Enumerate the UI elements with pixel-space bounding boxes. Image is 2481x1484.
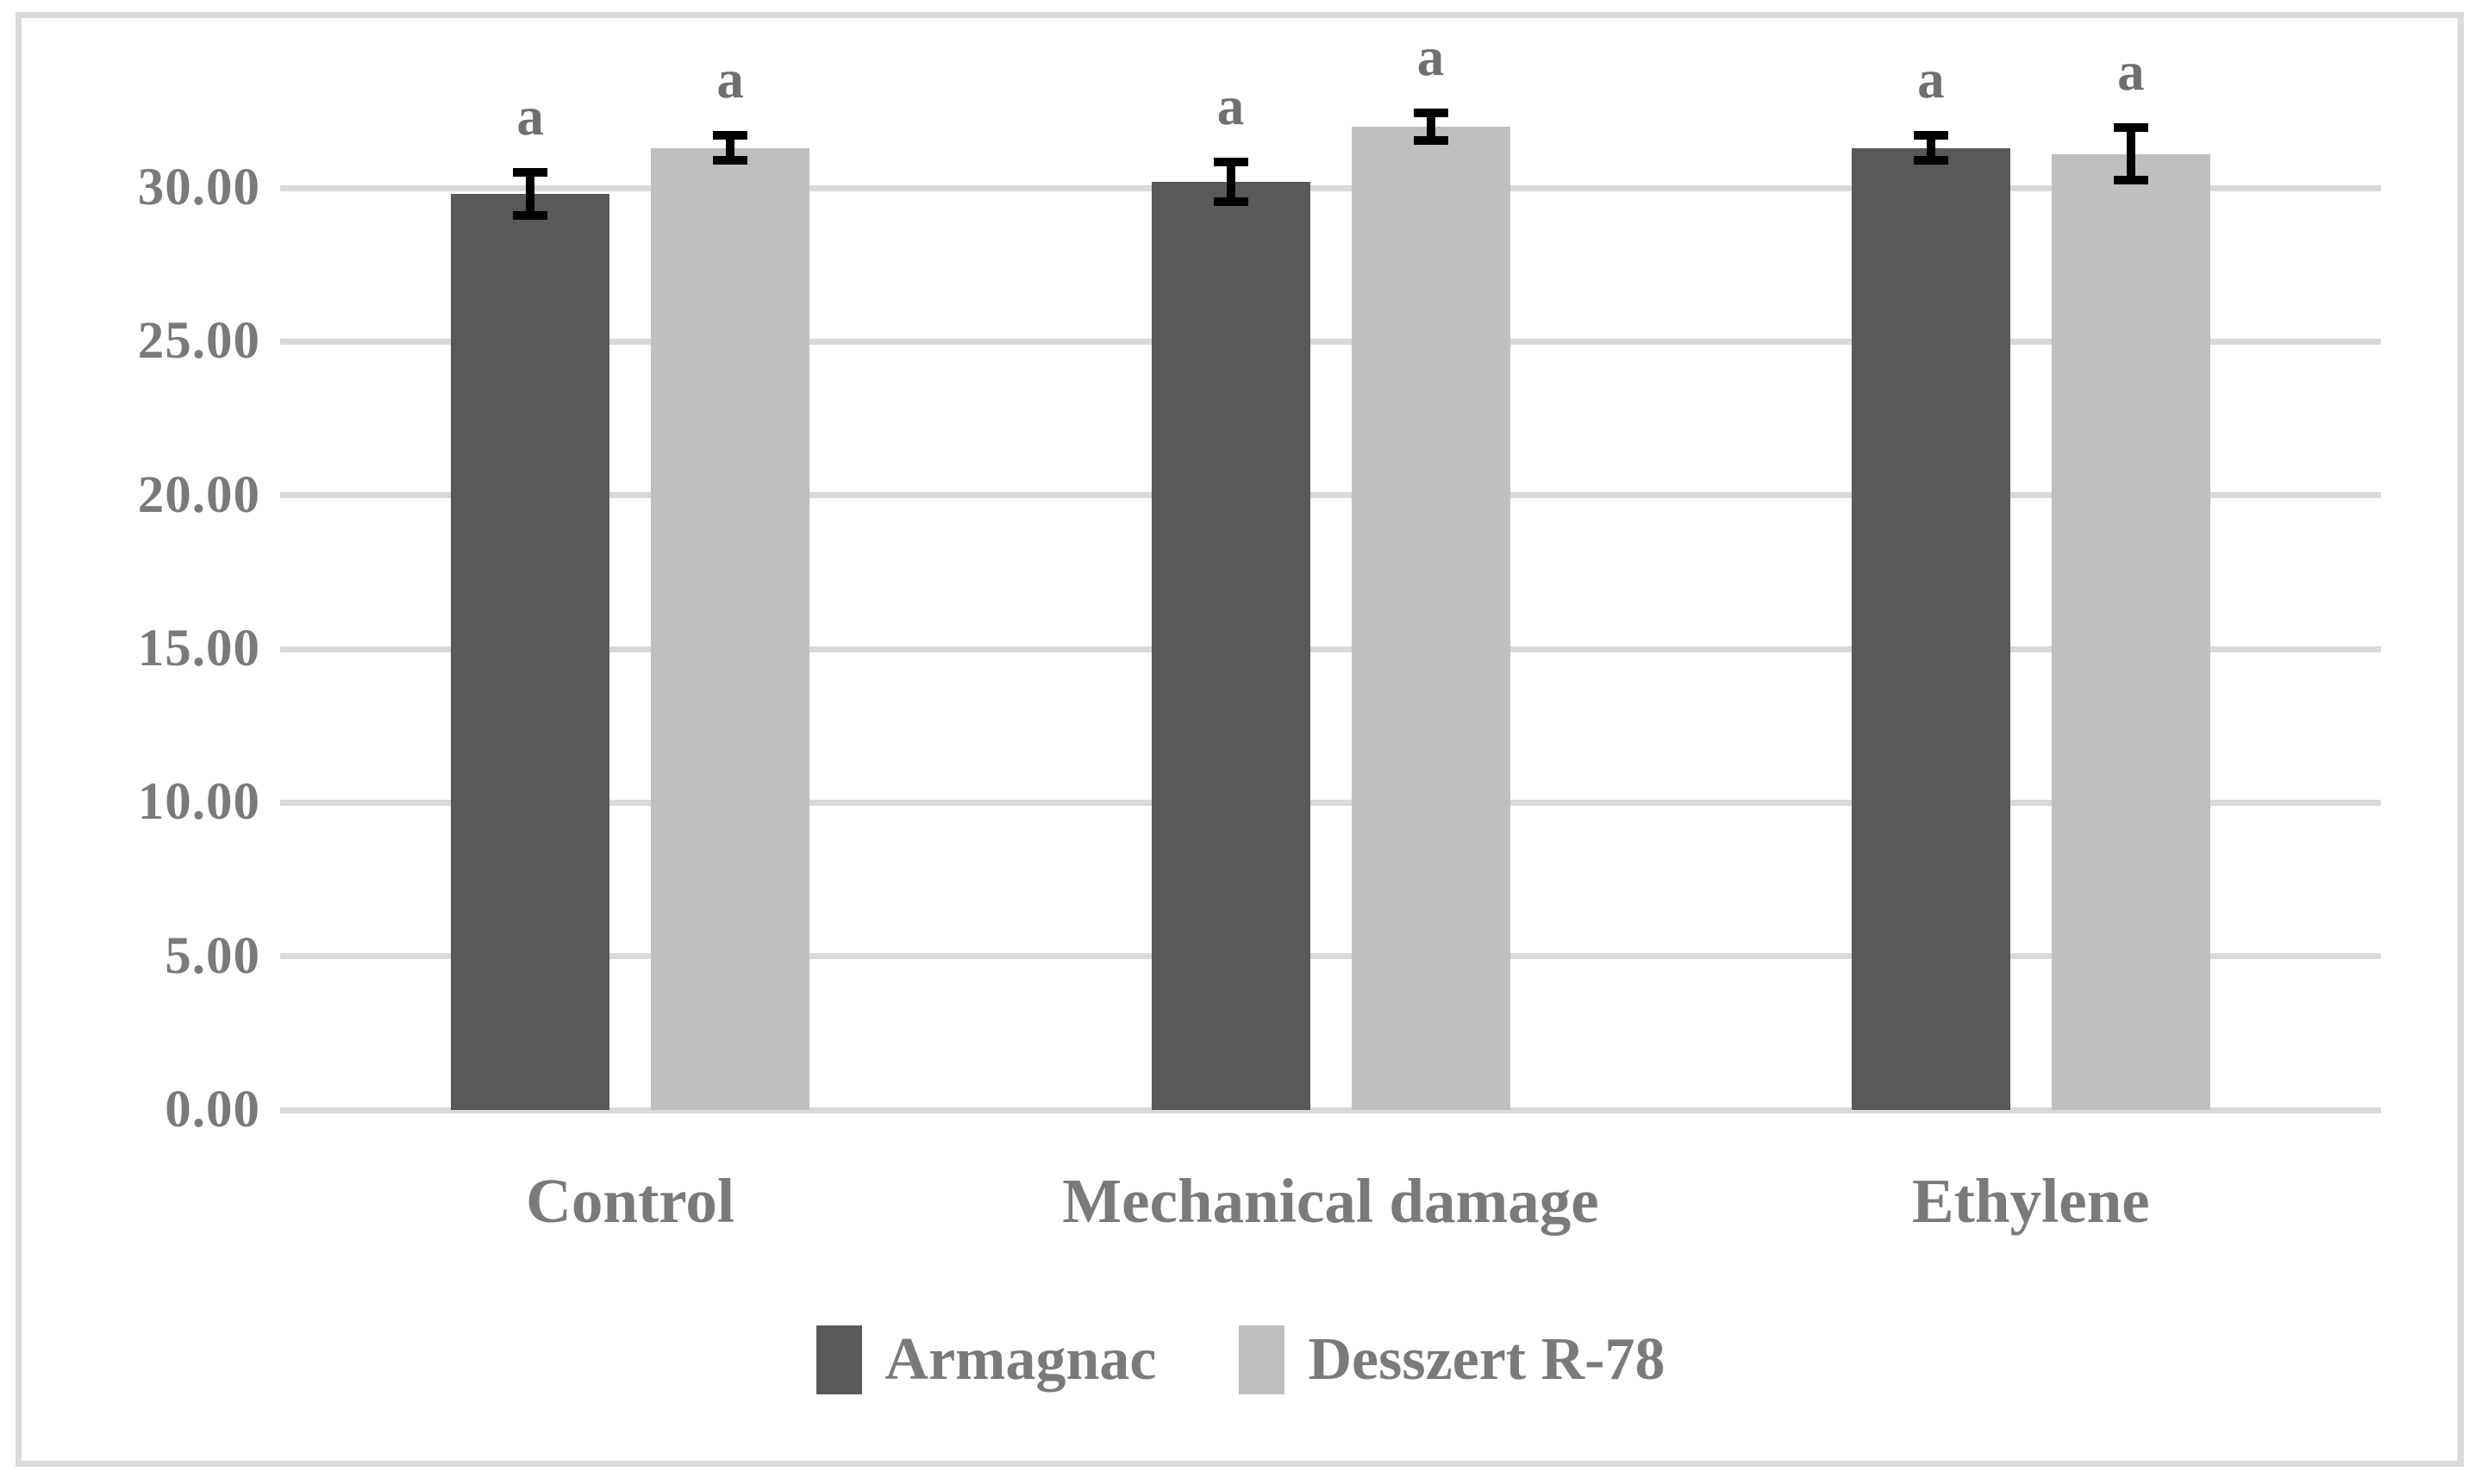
error-bar-bottom-cap bbox=[1413, 135, 1448, 145]
error-bar-top-cap bbox=[1213, 157, 1248, 166]
y-tick-label: 20.00 bbox=[137, 465, 260, 524]
gridline bbox=[280, 184, 2381, 191]
error-bar-bottom-cap bbox=[2113, 176, 2148, 185]
bar-desszert-r-78-ethylene bbox=[2051, 153, 2210, 1110]
bar-armagnac-ethylene bbox=[1851, 147, 2010, 1110]
error-bar-top-cap bbox=[513, 168, 548, 178]
y-tick-label: 0.00 bbox=[165, 1081, 260, 1138]
error-bar-top-cap bbox=[1913, 131, 1948, 140]
y-tick-label: 30.00 bbox=[137, 159, 260, 216]
bar-armagnac-mechanical-damage bbox=[1151, 181, 1310, 1110]
gridline bbox=[280, 1107, 2381, 1113]
significance-label: a bbox=[2117, 41, 2145, 103]
error-bar-line bbox=[2126, 128, 2135, 181]
error-bar-line bbox=[1426, 112, 1435, 140]
gridline bbox=[280, 645, 2381, 652]
error-bar-line bbox=[726, 135, 735, 160]
error-bar-bottom-cap bbox=[1213, 197, 1248, 207]
x-axis-label-control: Control bbox=[526, 1166, 735, 1236]
x-axis-label-mechanical-damage: Mechanical damage bbox=[1062, 1166, 1599, 1236]
significance-label: a bbox=[1917, 49, 1945, 110]
significance-label: a bbox=[1216, 75, 1245, 136]
significance-label: a bbox=[516, 86, 544, 147]
error-bar-bottom-cap bbox=[1913, 155, 1948, 165]
error-bar-top-cap bbox=[713, 131, 748, 140]
bar-desszert-r-78-control bbox=[651, 147, 810, 1110]
legend: Armagnac Desszert R-78 bbox=[0, 1312, 2481, 1408]
gridline bbox=[280, 799, 2381, 806]
y-tick-label: 25.00 bbox=[137, 312, 260, 371]
bar-desszert-r-78-mechanical-damage bbox=[1351, 126, 1510, 1110]
error-bar-bottom-cap bbox=[513, 211, 548, 221]
error-bar-bottom-cap bbox=[713, 155, 748, 165]
error-bar-top-cap bbox=[1413, 108, 1448, 117]
bar-armagnac-control bbox=[451, 194, 610, 1110]
legend-swatch-desszert-r-78 bbox=[1239, 1325, 1285, 1394]
error-bar-line bbox=[526, 172, 535, 216]
gridline bbox=[280, 492, 2381, 499]
significance-label: a bbox=[716, 49, 744, 110]
y-tick-label: 15.00 bbox=[137, 620, 260, 677]
significance-label: a bbox=[1416, 26, 1445, 87]
legend-label: Armagnac bbox=[884, 1326, 1157, 1393]
legend-label: Desszert R-78 bbox=[1308, 1326, 1665, 1393]
legend-item-armagnac: Armagnac bbox=[816, 1325, 1157, 1394]
y-tick-label: 10.00 bbox=[137, 773, 260, 832]
legend-item-desszert-r-78: Desszert R-78 bbox=[1239, 1325, 1665, 1394]
x-axis-label-ethylene: Ethylene bbox=[1911, 1166, 2150, 1236]
error-bar-line bbox=[1226, 161, 1235, 203]
y-tick-label: 5.00 bbox=[165, 926, 260, 985]
legend-swatch-armagnac bbox=[816, 1325, 862, 1394]
error-bar-top-cap bbox=[2113, 123, 2148, 133]
gridline bbox=[280, 953, 2381, 960]
error-bar-line bbox=[1926, 135, 1935, 160]
gridline bbox=[280, 338, 2381, 345]
